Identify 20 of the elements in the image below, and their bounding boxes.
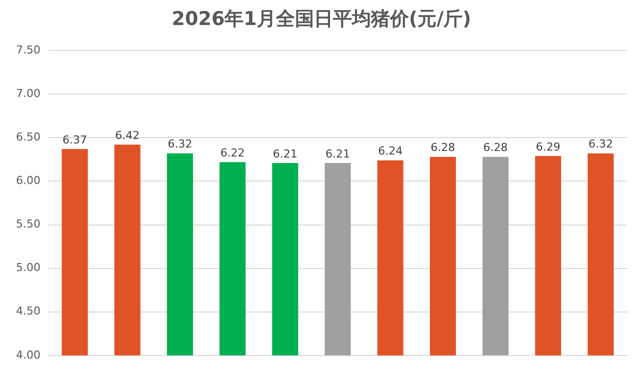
data-label: 6.21 xyxy=(325,147,350,160)
data-label: 6.42 xyxy=(115,129,140,142)
y-tick-label: 4.50 xyxy=(16,304,40,318)
data-label: 6.32 xyxy=(588,138,613,151)
data-label: 6.28 xyxy=(483,141,508,154)
data-label: 6.24 xyxy=(378,144,403,158)
y-tick-label: 6.50 xyxy=(16,130,40,144)
data-label: 6.22 xyxy=(220,146,245,160)
data-label: 6.29 xyxy=(536,140,560,154)
data-label: 6.32 xyxy=(168,138,192,151)
y-tick-label: 6.00 xyxy=(16,174,40,188)
chart-title: 2026年1月全国日平均猪价(元/斤) xyxy=(170,7,472,32)
y-tick-label: 5.00 xyxy=(16,261,40,274)
y-tick-label: 7.50 xyxy=(16,43,40,56)
y-tick-label: 7.00 xyxy=(16,87,40,100)
y-tick-label: 4.00 xyxy=(16,348,40,362)
data-label: 6.28 xyxy=(430,141,456,154)
y-tick-label: 5.50 xyxy=(16,218,40,231)
data-label: 6.37 xyxy=(62,133,88,146)
data-label: 6.21 xyxy=(272,147,298,160)
